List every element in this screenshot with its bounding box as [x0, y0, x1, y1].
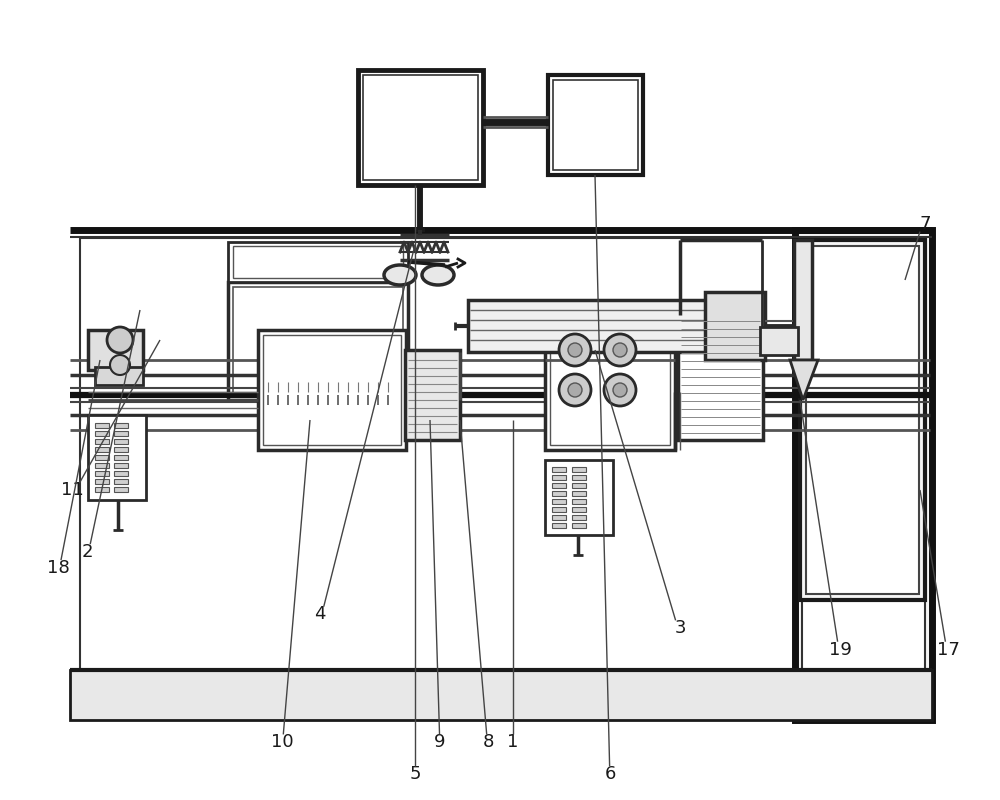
Bar — [545, 315, 675, 450]
Text: 17: 17 — [937, 641, 959, 658]
Circle shape — [559, 334, 591, 366]
Circle shape — [107, 327, 133, 353]
Bar — [263, 335, 401, 445]
Circle shape — [613, 383, 627, 397]
Bar — [95, 487, 109, 492]
Circle shape — [110, 355, 130, 375]
Bar — [552, 507, 566, 512]
Ellipse shape — [422, 265, 454, 285]
Bar — [70, 670, 932, 720]
Bar — [552, 523, 566, 528]
Bar — [572, 515, 586, 520]
Bar — [114, 439, 128, 444]
Bar — [88, 330, 143, 370]
Bar — [114, 455, 128, 460]
Bar — [760, 327, 798, 355]
Text: 2: 2 — [81, 543, 93, 561]
Text: 6: 6 — [604, 766, 616, 783]
Bar — [678, 315, 763, 440]
Bar — [572, 507, 586, 512]
Text: 3: 3 — [674, 619, 686, 637]
Bar — [552, 499, 566, 504]
Text: 9: 9 — [434, 734, 446, 751]
Bar — [794, 240, 812, 360]
Bar — [114, 463, 128, 468]
Bar — [552, 467, 566, 472]
Bar — [552, 491, 566, 496]
Bar — [88, 415, 146, 500]
Bar — [95, 479, 109, 484]
Bar — [95, 455, 109, 460]
Text: 19: 19 — [829, 641, 851, 658]
Bar — [572, 523, 586, 528]
Bar — [552, 475, 566, 480]
Circle shape — [568, 343, 582, 357]
Bar — [228, 242, 408, 282]
Bar — [95, 439, 109, 444]
Bar — [795, 230, 932, 720]
Bar — [705, 292, 765, 360]
Bar — [228, 282, 408, 400]
Bar — [572, 491, 586, 496]
Bar — [95, 423, 109, 428]
Bar — [572, 467, 586, 472]
Bar — [550, 320, 670, 445]
Bar — [363, 75, 478, 180]
Circle shape — [604, 374, 636, 406]
Bar — [95, 447, 109, 452]
Text: 18: 18 — [47, 559, 69, 577]
Bar — [552, 515, 566, 520]
Bar — [358, 70, 483, 185]
Circle shape — [559, 374, 591, 406]
Bar — [572, 483, 586, 488]
Bar — [95, 367, 143, 385]
Text: 11: 11 — [61, 481, 83, 498]
Bar — [114, 423, 128, 428]
Bar — [95, 463, 109, 468]
Bar — [70, 230, 932, 720]
Bar — [572, 475, 586, 480]
Bar — [806, 246, 919, 594]
Polygon shape — [790, 360, 818, 400]
Circle shape — [604, 334, 636, 366]
Bar — [802, 238, 925, 712]
Bar — [800, 240, 925, 600]
Bar — [114, 431, 128, 436]
Ellipse shape — [384, 265, 416, 285]
Bar — [545, 460, 613, 535]
Bar — [258, 330, 406, 450]
Bar — [95, 471, 109, 476]
Bar — [233, 246, 403, 278]
Circle shape — [613, 343, 627, 357]
Bar — [552, 483, 566, 488]
Bar — [114, 471, 128, 476]
Text: 5: 5 — [409, 766, 421, 783]
Bar — [405, 350, 460, 440]
Text: 7: 7 — [919, 215, 931, 233]
Circle shape — [568, 383, 582, 397]
Bar — [572, 499, 586, 504]
Text: 4: 4 — [314, 606, 326, 623]
Bar — [114, 447, 128, 452]
Bar — [114, 487, 128, 492]
Text: 8: 8 — [482, 734, 494, 751]
Bar — [553, 80, 638, 170]
Bar — [95, 431, 109, 436]
Bar — [233, 287, 403, 395]
Bar — [468, 300, 708, 352]
Text: 1: 1 — [507, 734, 519, 751]
Bar — [548, 75, 643, 175]
Bar — [80, 238, 922, 712]
Text: 10: 10 — [271, 734, 293, 751]
Bar — [114, 479, 128, 484]
